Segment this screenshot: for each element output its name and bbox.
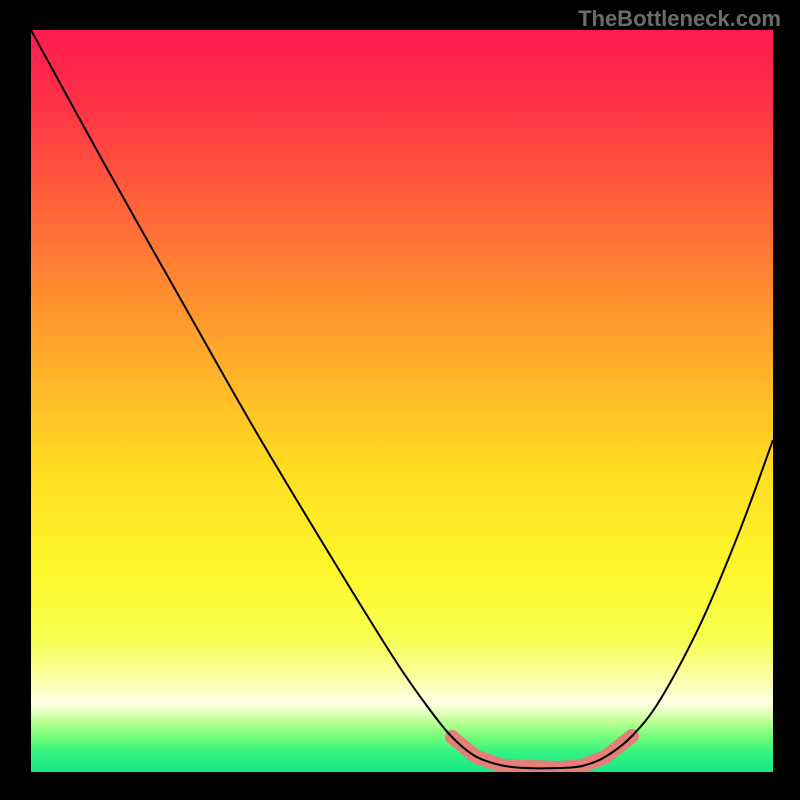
gradient-background [31, 30, 773, 772]
bottleneck-chart [0, 0, 800, 800]
watermark-text: TheBottleneck.com [578, 6, 781, 32]
